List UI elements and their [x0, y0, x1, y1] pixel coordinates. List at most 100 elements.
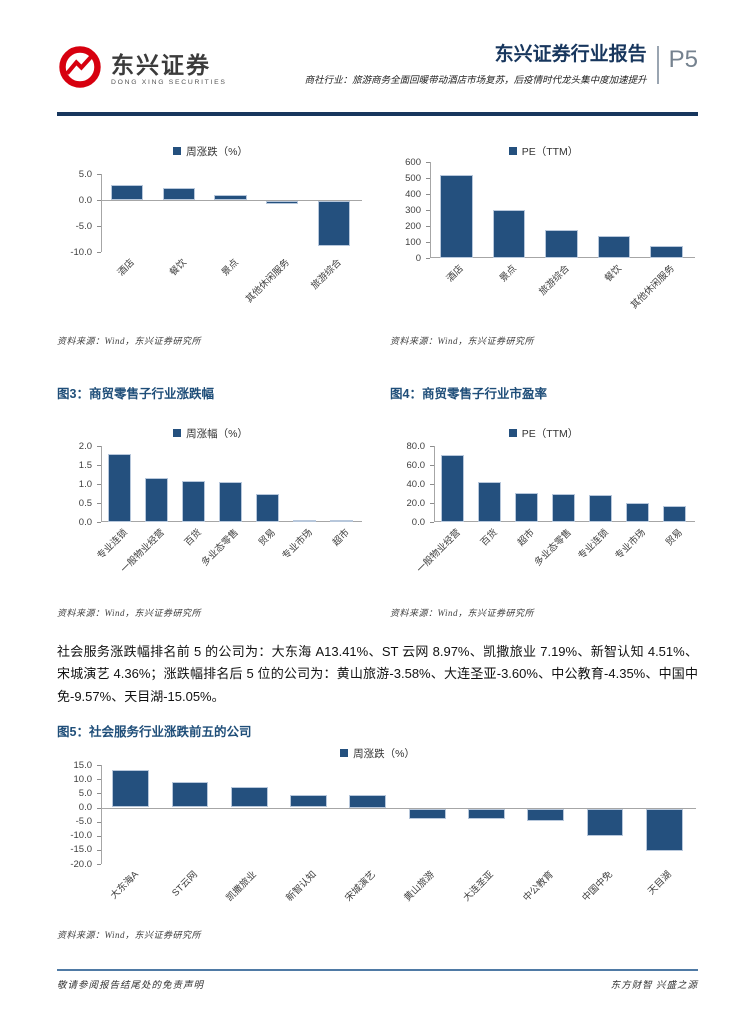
chart-legend: PE（TTM）: [390, 144, 697, 158]
body-paragraph: 社会服务涨跌幅排名前 5 的公司为：大东海 A13.41%、ST 云网 8.97…: [57, 644, 699, 704]
y-tick-label: 2.0: [78, 440, 92, 452]
bar: [290, 794, 327, 808]
x-axis-label: 天目湖: [646, 869, 675, 898]
logo-name-cn: 东兴证券: [111, 51, 211, 78]
plot-area: 15.0 10.0 5.0 0.0 -5.0 -10.0 -15.0 -20.0: [57, 760, 698, 870]
y-tick-label: 5.0: [78, 168, 92, 180]
bar: [478, 482, 501, 522]
y-tick-mark: [97, 835, 101, 837]
y-tick-mark: [97, 484, 101, 485]
y-tick-mark: [97, 793, 101, 795]
page-content: 东兴证券 DONG XING SECURITIES 东兴证券行业报告 商社行业：…: [0, 44, 755, 941]
chart-column: 周涨跌（%） 5.0 0.0 -5.0 -10.0 酒店 餐饮 景点 其他休闲服务 旅游综合 资料…: [57, 144, 364, 347]
y-tick-label: 200: [405, 220, 421, 232]
y-tick-label: 0.0: [78, 516, 92, 528]
y-tick-mark: [97, 821, 101, 823]
y-tick-label: 500: [405, 172, 421, 184]
figure3-title: 图3：商贸零售子行业涨跌幅: [57, 387, 214, 401]
bar: [441, 454, 464, 522]
bar: [349, 795, 387, 808]
y-axis-line: [101, 446, 102, 522]
y-tick-mark: [97, 446, 101, 447]
y-axis-line: [101, 765, 102, 865]
y-tick-mark: [430, 465, 434, 466]
chart-services-weekly-change: 周涨跌（%） 5.0 0.0 -5.0 -10.0 酒店 餐饮 景点 其他休闲服务 旅游综合: [57, 144, 364, 332]
y-tick-mark: [97, 252, 101, 253]
bar: [589, 495, 612, 522]
plot-area: 80.0 60.0 40.0 20.0 0.0: [390, 441, 697, 528]
y-axis-line: [101, 174, 102, 252]
y-tick-label: 1.0: [78, 478, 92, 490]
charts-row-1: 周涨跌（%） 5.0 0.0 -5.0 -10.0 酒店 餐饮 景点 其他休闲服务 旅游综合 资料…: [57, 144, 698, 347]
bars-group: [101, 765, 694, 864]
legend-swatch-icon: [173, 147, 182, 155]
bar: [552, 493, 575, 522]
y-tick-mark: [430, 484, 434, 485]
figure-titles-row: 图3：商贸零售子行业涨跌幅 图4：商贸零售子行业市盈率: [57, 383, 698, 402]
y-tick-mark: [97, 503, 101, 504]
plot-area: 5.0 0.0 -5.0 -10.0: [57, 169, 364, 258]
y-tick-mark: [97, 465, 101, 466]
y-tick-mark: [97, 864, 101, 866]
y-tick-label: -15.0: [70, 844, 92, 856]
bar: [439, 174, 473, 258]
y-tick-label: 5.0: [78, 787, 92, 799]
chart-column: PE（TTM） 600 500 400 300 200 100 0 酒店 景点 旅游综合 餐饮 其他休闲…: [390, 144, 697, 347]
y-axis-line: [434, 446, 435, 522]
y-tick-mark: [426, 226, 430, 227]
bar: [256, 493, 279, 522]
bar: [108, 454, 131, 522]
bar: [645, 808, 683, 852]
bar: [650, 246, 683, 258]
logo-name-en: DONG XING SECURITIES: [111, 79, 227, 87]
bar: [110, 185, 143, 200]
y-tick-label: -20.0: [70, 858, 92, 870]
company-logo: 东兴证券 DONG XING SECURITIES: [57, 44, 227, 95]
y-tick-mark: [430, 522, 434, 523]
bars-group: [430, 162, 693, 258]
x-axis-labels: 专业连锁 一般物业经营 百货 多业态零售 贸易 专业市场 超市: [95, 522, 360, 600]
x-axis-labels: 酒店 餐饮 景点 其他休闲服务 旅游综合: [101, 252, 360, 310]
plot-area: 2.0 1.5 1.0 0.5 0.0: [57, 441, 364, 528]
bar: [318, 201, 351, 247]
y-tick-label: 400: [405, 188, 421, 200]
bar: [597, 235, 631, 258]
chart-column: 周涨幅（%） 2.0 1.5 1.0 0.5 0.0 专业连锁 一般物业经营 百货 多业态零售 贸易…: [57, 426, 364, 619]
bar: [266, 201, 299, 204]
y-axis-line: [430, 162, 431, 258]
logo-mark-icon: [57, 44, 103, 95]
y-tick-label: 0.0: [78, 194, 92, 206]
x-axis-labels: 大东海A ST云网 凯撒旅业 新智认知 宋城演艺 黄山旅游 大连圣亚 中公教育 中国中免 天目湖: [101, 864, 694, 924]
y-tick-mark: [426, 178, 430, 179]
plot-area: 600 500 400 300 200 100 0: [390, 157, 697, 264]
chart-top-movers: 周涨跌（%） 15.0 10.0 5.0 0.0 -5.0 -10.0 -15.0 -20.0 大…: [57, 746, 698, 926]
y-tick-mark: [97, 522, 101, 523]
legend-label: PE（TTM）: [521, 145, 579, 158]
y-tick-mark: [426, 194, 430, 195]
chart-retail-weekly-change: 周涨幅（%） 2.0 1.5 1.0 0.5 0.0 专业连锁 一般物业经营 百货 多业态零售 贸易…: [57, 426, 364, 604]
source-note: 资料来源：Wind，东兴证券研究所: [57, 608, 202, 618]
x-axis-labels: 酒店 景点 旅游综合 餐饮 其他休闲服务: [430, 258, 693, 330]
header-right: 东兴证券行业报告 商社行业：旅游商务全面回暖带动酒店市场复苏，后疫情时代龙头集中…: [305, 44, 698, 86]
chart-column: 周涨跌（%） 15.0 10.0 5.0 0.0 -5.0 -10.0 -15.0 -20.0 大…: [57, 746, 698, 941]
y-tick-label: 300: [405, 204, 421, 216]
y-tick-label: 600: [405, 156, 421, 168]
bar: [219, 482, 242, 522]
header-divider: [656, 46, 659, 84]
legend-label: 周涨跌（%）: [186, 145, 248, 158]
bar: [408, 808, 446, 819]
y-tick-label: 0.0: [411, 516, 425, 528]
report-title: 东兴证券行业报告: [494, 44, 647, 65]
bar: [492, 210, 526, 258]
chart-legend: PE（TTM）: [390, 426, 697, 440]
header-rule: [57, 112, 698, 116]
source-note: 资料来源：Wind，东兴证券研究所: [57, 336, 202, 346]
bar: [230, 787, 268, 808]
y-tick-mark: [97, 200, 101, 201]
y-tick-label: 100: [405, 236, 421, 248]
legend-swatch-icon: [340, 749, 349, 758]
legend-label: PE（TTM）: [521, 427, 579, 440]
bar: [112, 769, 150, 808]
bar: [586, 808, 624, 836]
y-tick-label: 15.0: [73, 759, 93, 771]
